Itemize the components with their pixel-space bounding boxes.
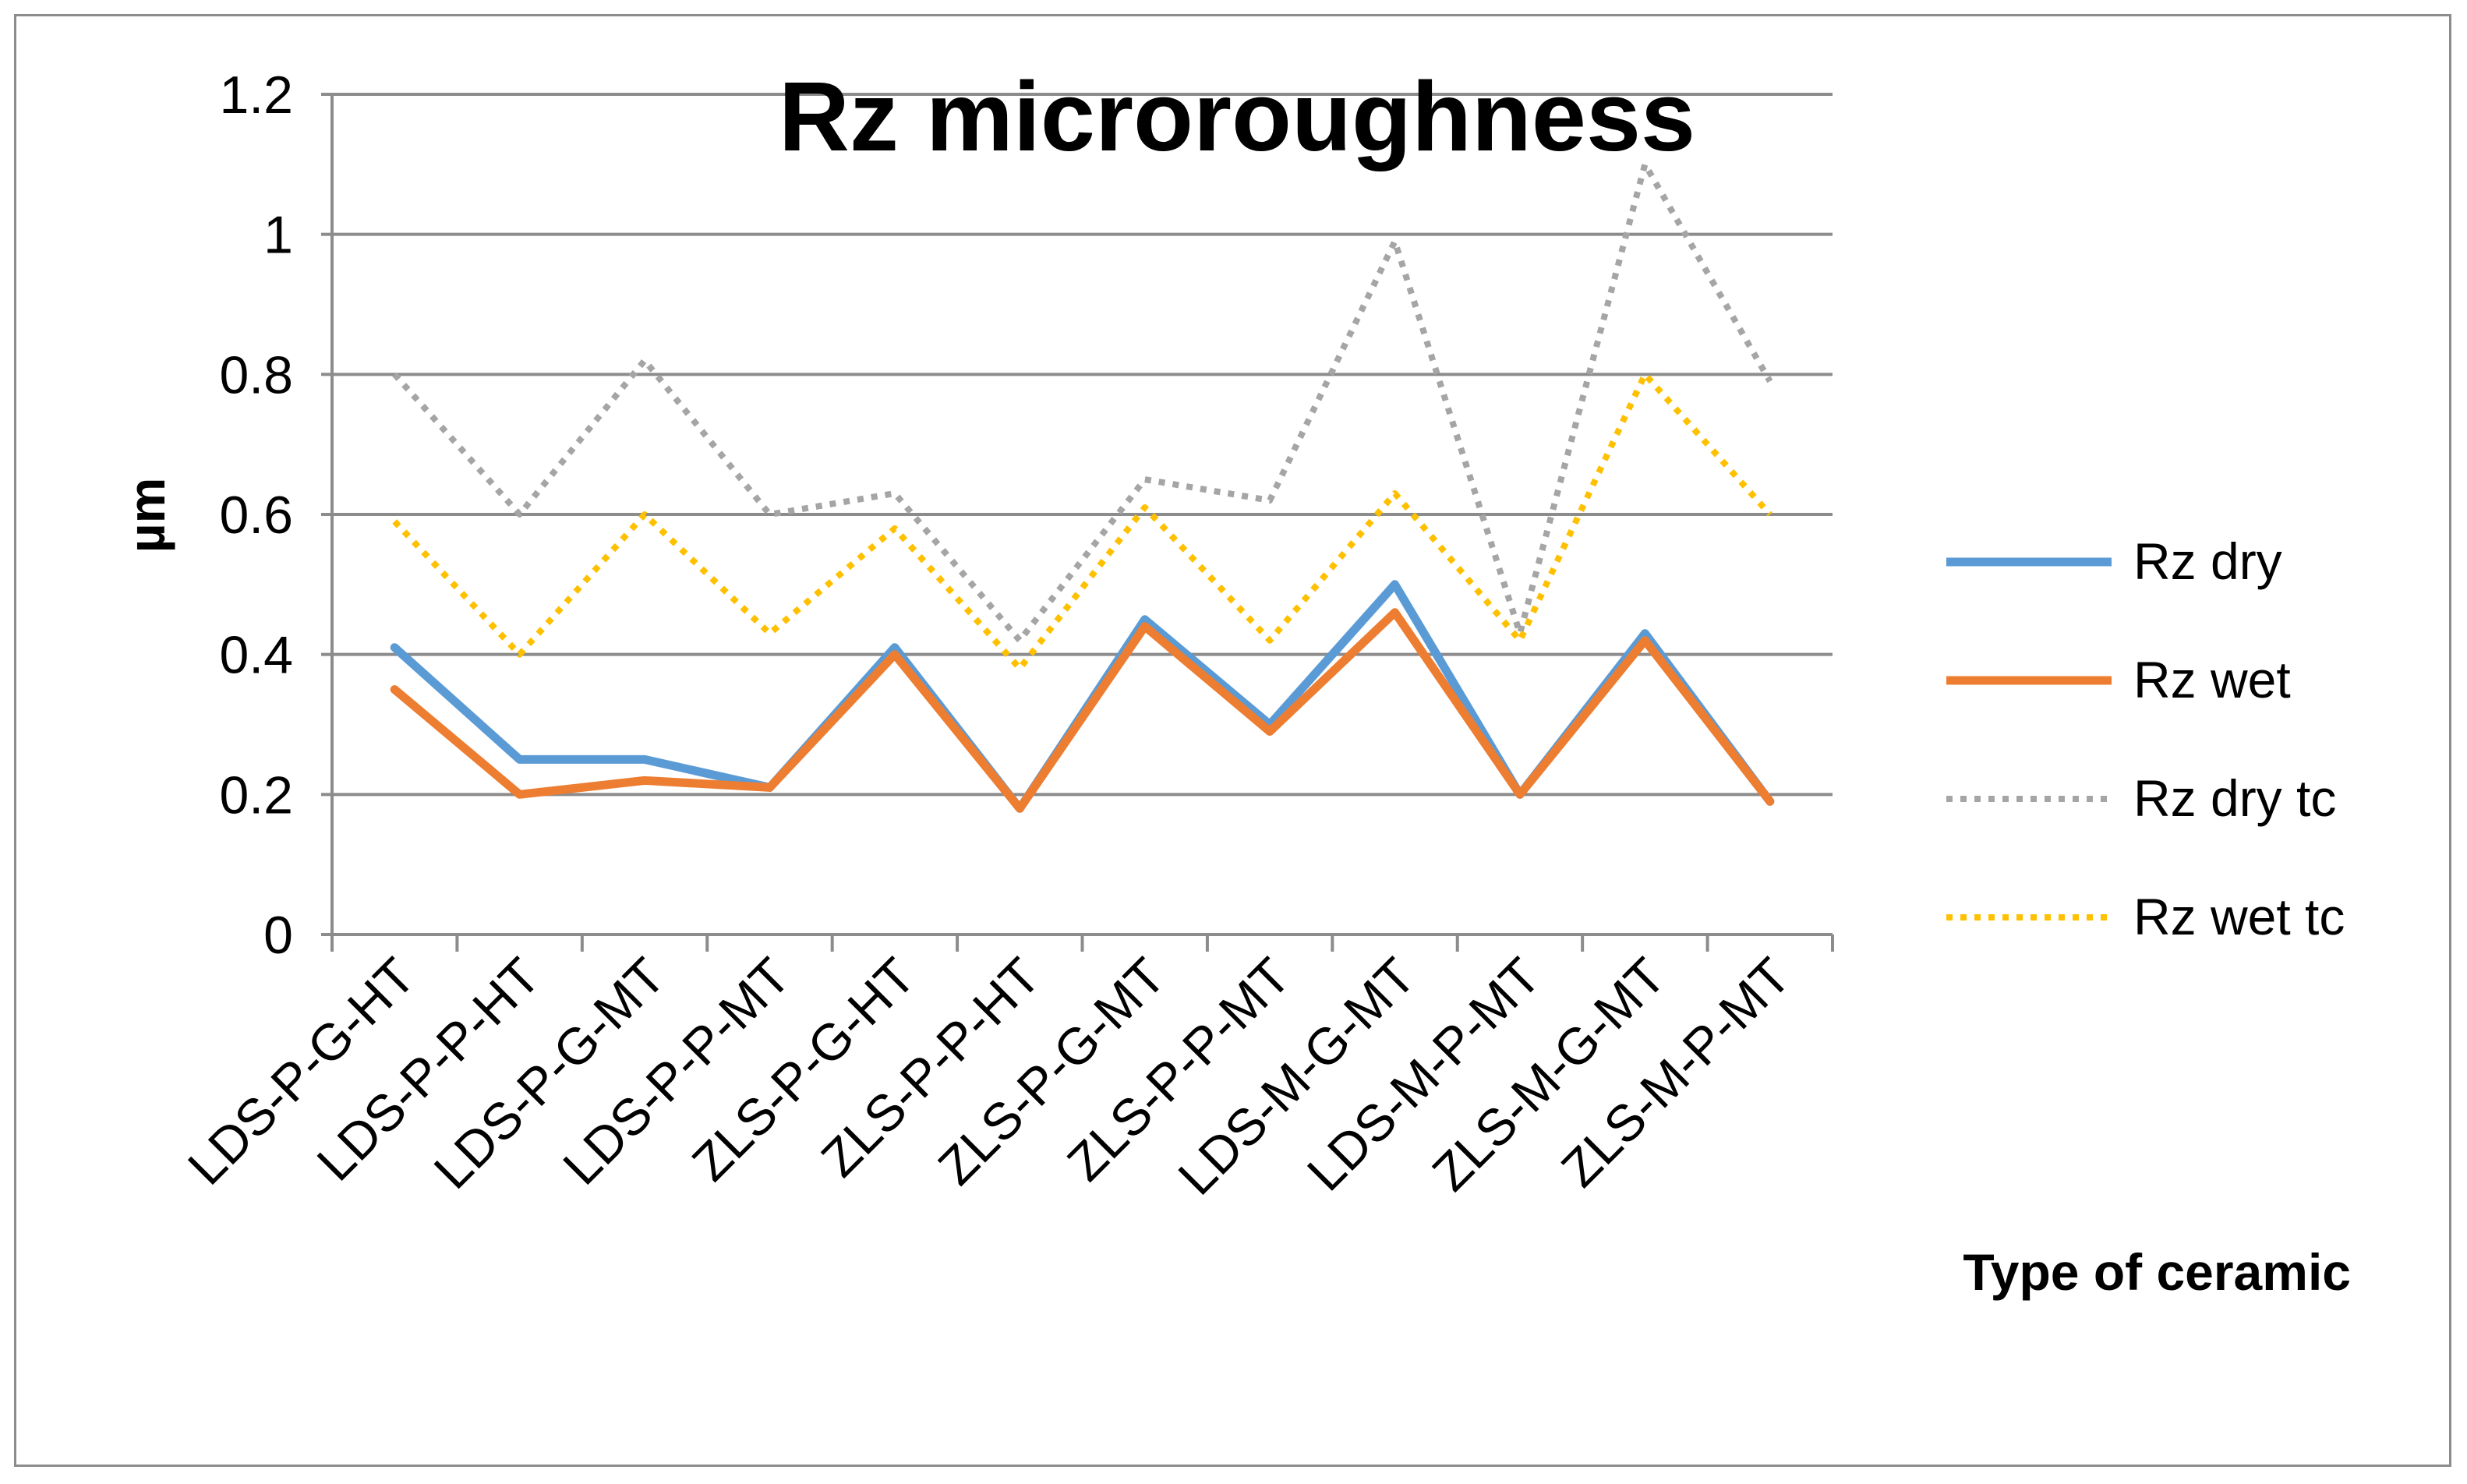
x-tick-labels: LDS-P-G-HTLDS-P-P-HTLDS-P-G-MTLDS-P-P-MT… [177, 947, 1801, 1206]
y-tick-label: 0 [263, 906, 293, 965]
series-line-rz-wet-tc [392, 371, 1772, 672]
series-line-rz-dry-tc [392, 161, 1773, 644]
legend-label: Rz dry tc [2133, 769, 2336, 827]
legend: Rz dry Rz wet Rz dry tc Rz wet tc [1946, 532, 2345, 945]
gridlines [332, 93, 1833, 797]
legend-label: Rz wet [2133, 651, 2291, 708]
chart-title: Rz microroughness [779, 62, 1695, 171]
y-axis-title: µm [118, 478, 175, 553]
series-line-rz-dry [390, 580, 1775, 813]
legend-label: Rz wet tc [2133, 888, 2345, 945]
y-tick-label: 1.2 [219, 65, 293, 125]
x-axis-title: Type of ceramic [1963, 1243, 2351, 1301]
y-tick-label: 0.4 [219, 626, 293, 685]
axes [321, 93, 1834, 952]
y-tick-label: 0.6 [219, 486, 293, 545]
y-tick-label: 0.8 [219, 345, 293, 405]
y-tick-label: 1 [263, 206, 293, 265]
chart-frame: 0 0.2 0.4 0.6 0.8 1 1.2 LDS-P-G-HT LDS-P-P-HT LD… [14, 14, 2451, 1467]
legend-label: Rz dry [2133, 532, 2282, 590]
series-lines [390, 161, 1775, 813]
y-tick-labels: 0 0.2 0.4 0.6 0.8 1 1.2 [219, 65, 293, 965]
line-chart: 0 0.2 0.4 0.6 0.8 1 1.2 LDS-P-G-HTLDS-P-P-HTLD… [118, 62, 2351, 1301]
y-tick-label: 0.2 [219, 765, 293, 825]
series-line-rz-wet [390, 608, 1775, 813]
